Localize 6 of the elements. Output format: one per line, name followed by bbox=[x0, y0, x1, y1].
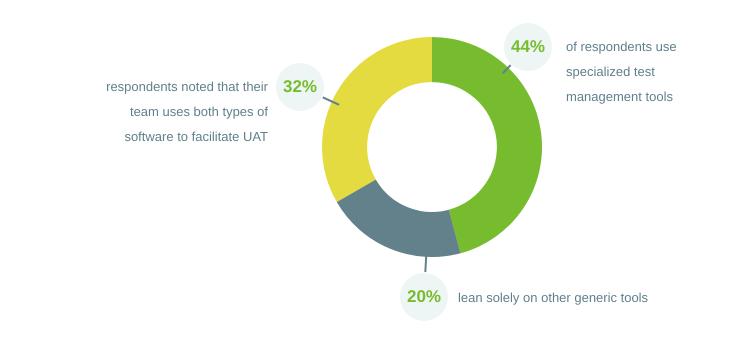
data-label: 44% bbox=[504, 23, 552, 71]
slice-label: of respondents use specialized test management tools bbox=[566, 38, 678, 106]
data-label: 32% bbox=[276, 63, 324, 111]
slice-label: respondents noted that their team uses both types of software to facilitate UAT bbox=[105, 78, 268, 146]
data-label: 20% bbox=[400, 273, 448, 321]
slice-label: lean solely on other generic tools bbox=[458, 289, 650, 307]
